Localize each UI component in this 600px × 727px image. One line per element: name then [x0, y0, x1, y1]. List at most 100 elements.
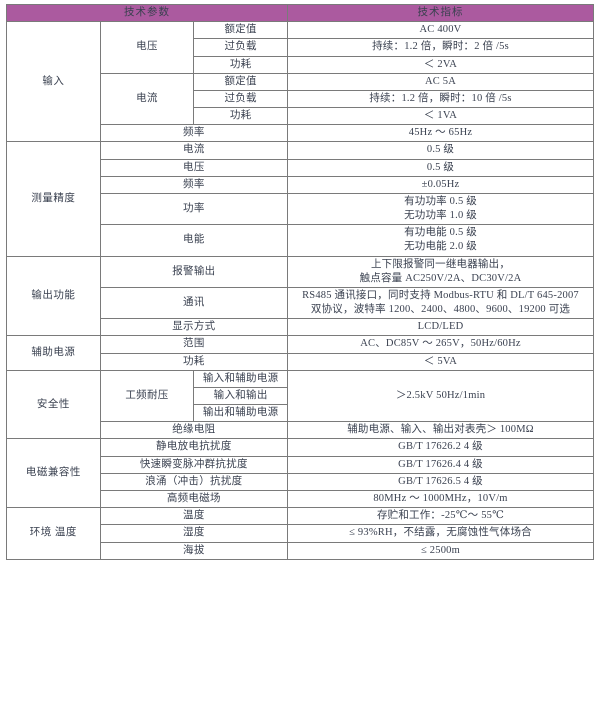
param-alarm-output: 报警输出 — [99, 255, 289, 288]
value-accuracy-energy: 有功电能 0.5 级 无功电能 2.0 级 — [287, 224, 594, 257]
value-line: 触点容量 AC250V/2A、DC30V/2A — [359, 272, 522, 284]
category-output-function: 输出功能 — [6, 255, 101, 337]
category-emc: 电磁兼容性 — [6, 438, 101, 509]
category-input: 输入 — [6, 21, 101, 143]
table-row: 频率 45Hz ～ 65Hz — [7, 124, 594, 143]
param-voltage-rated: 额定值 — [193, 21, 288, 40]
value-line: 有功功率 0.5 级 — [404, 195, 477, 207]
table-row: 电能 有功电能 0.5 级 无功电能 2.0 级 — [7, 224, 594, 257]
param-accuracy-frequency: 频率 — [99, 175, 289, 194]
param-display-mode: 显示方式 — [99, 318, 289, 337]
param-input-frequency: 频率 — [99, 124, 289, 143]
value-line: 无功电能 2.0 级 — [404, 241, 477, 253]
table-row: 显示方式 LCD/LED — [7, 318, 594, 337]
param-altitude: 海拔 — [99, 541, 289, 560]
header-technical-parameters: 技术参数 — [6, 3, 288, 23]
value-temperature: 存贮和工作：-25℃～ 55℃ — [287, 507, 594, 526]
param-input-to-output: 输入和输出 — [193, 386, 288, 406]
param-current-power-consumption: 功耗 — [193, 107, 288, 126]
param-rf-electromagnetic-field: 高频电磁场 — [99, 489, 289, 509]
table-row: 电压 0.5 级 — [7, 158, 594, 177]
value-line: 有功电能 0.5 级 — [404, 227, 477, 239]
subgroup-voltage: 电压 — [99, 21, 195, 74]
table-header-row: 技术参数 技术指标 — [6, 3, 594, 23]
param-aux-range: 范围 — [99, 335, 289, 354]
table-row: 安全性 工频耐压 输入和辅助电源 ＞2.5kV 50Hz/1min — [6, 369, 594, 440]
specification-table: 技术参数 技术指标 输入 电压 额定值 AC 400V 过负载 持续：1.2 倍… — [6, 3, 594, 560]
param-input-to-aux-power: 输入和辅助电源 — [193, 369, 288, 388]
param-current-overload: 过负载 — [193, 89, 288, 109]
table-row: 快速瞬变脉冲群抗扰度 GB/T 17626.4 4 级 — [7, 455, 594, 474]
param-esd-immunity: 静电放电抗扰度 — [99, 438, 289, 457]
category-line: 温度 — [54, 527, 77, 539]
value-esd-immunity: GB/T 17626.2 4 级 — [287, 438, 594, 457]
table-row: 功耗 ＜ 5VA — [7, 352, 594, 371]
value-communication: RS485 通讯接口，同时支持 Modbus-RTU 和 DL/T 645-20… — [287, 286, 594, 320]
category-environment-temperature: 环境 温度 — [6, 507, 101, 560]
category-safety: 安全性 — [6, 369, 101, 440]
subgroup-power-frequency-withstand-voltage: 工频耐压 — [99, 369, 195, 423]
header-technical-specifications: 技术指标 — [287, 3, 594, 23]
table-row: 环境 温度 温度 存贮和工作：-25℃～ 55℃ — [6, 507, 594, 560]
value-voltage-rated: AC 400V — [287, 21, 594, 40]
param-insulation-resistance: 绝缘电阻 — [99, 421, 289, 440]
value-surge-immunity: GB/T 17626.5 4 级 — [287, 472, 594, 491]
value-withstand-voltage: ＞2.5kV 50Hz/1min — [287, 369, 594, 423]
table-header: 技术参数 技术指标 — [6, 3, 594, 23]
value-accuracy-voltage: 0.5 级 — [287, 158, 594, 177]
table-row: 电磁兼容性 静电放电抗扰度 GB/T 17626.2 4 级 — [6, 438, 594, 509]
category-auxiliary-power: 辅助电源 — [6, 335, 101, 371]
value-altitude: ≤ 2500m — [287, 541, 594, 560]
value-current-overload: 持续：1.2 倍，瞬时：10 倍 /5s — [287, 89, 594, 109]
value-input-frequency: 45Hz ～ 65Hz — [287, 124, 594, 143]
value-humidity: ≤ 93%RH，不结露，无腐蚀性气体场合 — [287, 524, 594, 543]
table-row: 绝缘电阻 辅助电源、输入、输出对表壳＞ 100MΩ — [7, 421, 594, 440]
table-row: 浪涌（冲击）抗扰度 GB/T 17626.5 4 级 — [7, 472, 594, 491]
param-accuracy-voltage: 电压 — [99, 158, 289, 177]
param-output-to-aux-power: 输出和辅助电源 — [193, 404, 288, 423]
value-line: RS485 通讯接口，同时支持 Modbus-RTU 和 DL/T 645-20… — [302, 289, 579, 301]
param-voltage-overload: 过负载 — [193, 38, 288, 57]
table-body: 输入 电压 额定值 AC 400V 过负载 持续：1.2 倍，瞬时：2 倍 /5… — [6, 21, 594, 560]
table-row: 海拔 ≤ 2500m — [7, 541, 594, 560]
table-row: 输入 电压 额定值 AC 400V — [6, 21, 594, 143]
category-line: 环境 — [29, 527, 52, 539]
value-voltage-overload: 持续：1.2 倍，瞬时：2 倍 /5s — [287, 38, 594, 57]
value-line: 上下限报警同一继电器输出， — [370, 258, 511, 270]
param-communication: 通讯 — [99, 286, 289, 320]
table-row: 输出功能 报警输出 上下限报警同一继电器输出， 触点容量 AC250V/2A、D… — [6, 255, 594, 337]
value-display-mode: LCD/LED — [287, 318, 594, 337]
param-surge-immunity: 浪涌（冲击）抗扰度 — [99, 472, 289, 491]
value-eft-burst-immunity: GB/T 17626.4 4 级 — [287, 455, 594, 474]
value-current-power-consumption: ＜ 1VA — [287, 107, 594, 126]
param-aux-power-consumption: 功耗 — [99, 352, 289, 371]
param-eft-burst-immunity: 快速瞬变脉冲群抗扰度 — [99, 455, 289, 474]
param-accuracy-energy: 电能 — [99, 224, 289, 257]
param-current-rated: 额定值 — [193, 72, 288, 91]
category-measurement-accuracy: 测量精度 — [6, 141, 101, 257]
subgroup-current: 电流 — [99, 72, 195, 126]
value-line: 双协议，波特率 1200、2400、4800、9600、19200 可选 — [310, 304, 571, 316]
value-accuracy-power: 有功功率 0.5 级 无功功率 1.0 级 — [287, 192, 594, 226]
value-alarm-output: 上下限报警同一继电器输出， 触点容量 AC250V/2A、DC30V/2A — [287, 255, 594, 288]
table-row: 功耗 ＜ 2VA — [7, 55, 594, 74]
param-accuracy-current: 电流 — [99, 141, 289, 160]
value-insulation-resistance: 辅助电源、输入、输出对表壳＞ 100MΩ — [287, 421, 594, 440]
table-row: 功耗 ＜ 1VA — [7, 107, 594, 126]
param-temperature: 温度 — [99, 507, 289, 526]
value-line: 无功功率 1.0 级 — [404, 210, 477, 222]
value-aux-power-consumption: ＜ 5VA — [287, 352, 594, 371]
value-voltage-power-consumption: ＜ 2VA — [287, 55, 594, 74]
table-row: 测量精度 电流 0.5 级 — [6, 141, 594, 257]
table-row: 通讯 RS485 通讯接口，同时支持 Modbus-RTU 和 DL/T 645… — [7, 286, 594, 320]
table-row: 功率 有功功率 0.5 级 无功功率 1.0 级 — [7, 192, 594, 226]
param-voltage-power-consumption: 功耗 — [193, 55, 288, 74]
param-accuracy-power: 功率 — [99, 192, 289, 226]
table-row: 高频电磁场 80MHz ～ 1000MHz，10V/m — [7, 489, 594, 509]
value-aux-range: AC、DC85V ～ 265V，50Hz/60Hz — [287, 335, 594, 354]
value-accuracy-frequency: ±0.05Hz — [287, 175, 594, 194]
param-humidity: 湿度 — [99, 524, 289, 543]
value-current-rated: AC 5A — [287, 72, 594, 91]
value-accuracy-current: 0.5 级 — [287, 141, 594, 160]
